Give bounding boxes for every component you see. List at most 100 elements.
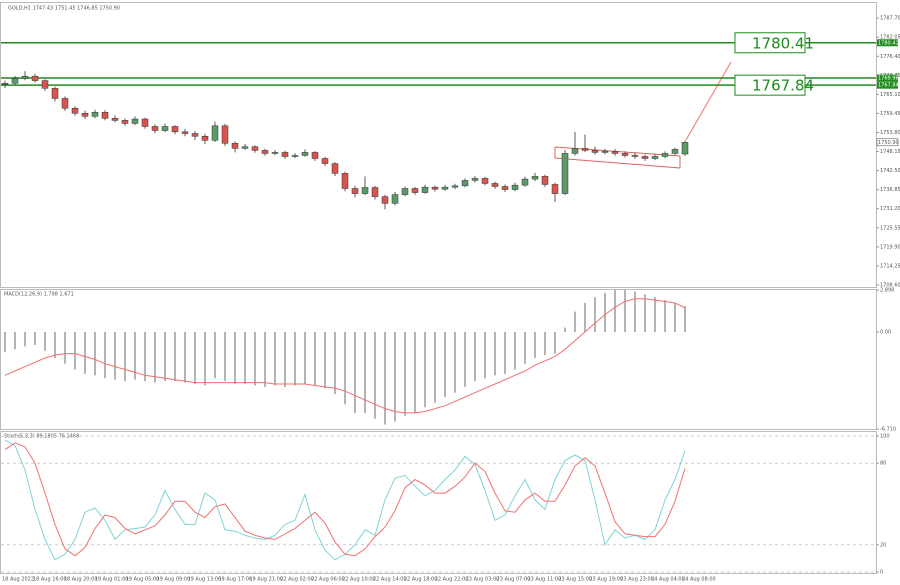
candle-body [571,148,579,154]
macd-bar [614,289,616,332]
macd-bar [424,331,426,408]
macd-bar [214,331,216,379]
channel-line [554,157,681,169]
macd-bar [154,331,156,383]
macd-bar [234,331,236,385]
candle-body [421,186,429,193]
y-tick-label: 1765.10 [880,92,900,98]
candle-body [121,120,129,124]
macd-bar [484,331,486,379]
candle-body [351,188,359,194]
candle-body [271,152,279,154]
y-tick-label: 1731.20 [880,206,900,212]
macd-bar [504,331,506,374]
candle-body [301,152,309,156]
stoch-title: Stoch(5,3,3) 89.1805 76.1468 [4,434,79,440]
y-tick-label: 0.00 [880,329,891,335]
candle-body [281,152,289,157]
candle-body [491,183,499,187]
candle-body [451,185,459,188]
candle-body [461,180,469,187]
macd-bar [254,331,256,386]
candle-body [361,187,369,194]
candle-body [391,194,399,204]
level-tag [877,39,898,47]
stoch-panel [0,431,877,574]
y-tick-label: 0 [880,570,883,576]
candle-body [671,149,679,154]
macd-bar [374,331,376,419]
macd-bar [354,331,356,413]
candle-body [521,178,529,186]
macd-bar [64,331,66,364]
x-tick-label: 23 Aug 03:00 [466,577,500,583]
candle-body [431,186,439,190]
candle-body [101,112,109,119]
macd-bar [634,291,636,332]
candle-body [61,98,69,109]
price-tag-label: 1750.90 [878,140,899,146]
x-tick-label: 19 Aug 05:00 [126,577,160,583]
y-tick-label: 1776.40 [880,54,900,60]
macd-bar [524,331,526,364]
candle-body [641,156,649,159]
macd-bar [414,331,416,413]
x-tick-label: 19 Aug 09:00 [157,577,191,583]
y-tick-label: 1748.15 [880,149,900,155]
macd-bar [314,331,316,386]
x-tick-label: 22 Aug 22:00 [435,577,469,583]
x-tick-label: 19 Aug 13:00 [187,577,221,583]
macd-bar [674,302,676,332]
y-tick-label: 20 [880,542,886,548]
candle-body [551,184,559,194]
candle-body [31,75,39,81]
candle-body [231,143,239,149]
macd-bar [494,331,496,376]
candle-body [621,153,629,156]
macd-bar [104,331,106,379]
y-tick-label: 2.898 [880,288,894,294]
macd-bar [74,331,76,370]
macd-bar [514,331,516,370]
macd-bar [564,327,566,332]
macd-bar [114,331,116,380]
x-tick-label: 24 Aug 04:00 [651,577,685,583]
macd-bar [14,331,16,350]
y-tick-label: 1708.60 [880,282,900,288]
indicator-line [4,298,686,414]
macd-bar [94,331,96,376]
macd-panel [0,289,877,430]
macd-bar [134,331,136,380]
candle-body [111,118,119,121]
candle-body [291,155,299,157]
macd-bar [644,294,646,332]
candle-body [51,88,59,99]
candle-body [511,184,519,190]
y-tick-label: 1782.05 [880,35,900,41]
candle-body [191,133,199,137]
level-tag-label: 1769.96 [878,76,899,82]
y-tick-label: 100 [880,434,890,440]
level-box [734,32,806,54]
price-tag [876,138,899,147]
macd-bar [84,331,86,374]
macd-bar [654,297,656,332]
candle-body [541,176,549,185]
x-tick-label: 18 Aug 16:00 [33,577,67,583]
macd-bar [54,331,56,358]
x-tick-label: 18 Aug 20:00 [64,577,98,583]
candle-body [561,153,569,194]
candle-body [401,188,409,195]
macd-bar [334,331,336,395]
candle-body [71,107,79,114]
macd-bar [224,331,226,382]
macd-bar [304,331,306,385]
macd-bar [464,331,466,387]
x-tick-label: 23 Aug 11:00 [527,577,561,583]
macd-bar [604,292,606,332]
forecast-arrow [685,61,732,141]
candle-body [651,156,659,159]
candle-body [181,131,189,134]
y-tick-label: 1753.80 [880,130,900,136]
